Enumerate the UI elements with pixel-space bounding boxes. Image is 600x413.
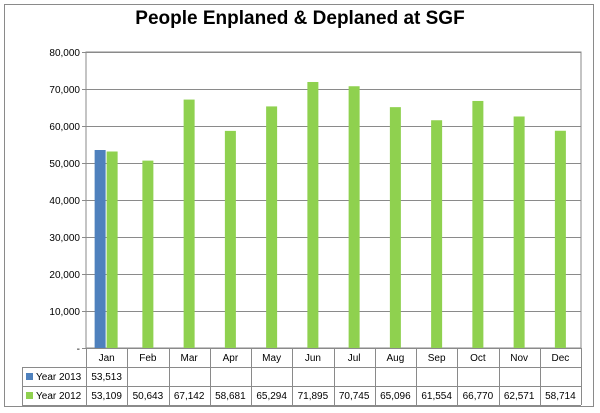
data-table: Jan Feb Mar Apr May Jun Jul Aug Sep Oct Nov Dec Year… bbox=[22, 348, 582, 406]
bar-2012-aug bbox=[389, 107, 401, 348]
table-value: 50,643 bbox=[133, 391, 164, 402]
x-tick-label: Nov bbox=[510, 353, 528, 364]
table-value: 66,770 bbox=[463, 391, 494, 402]
bar-2012-may bbox=[266, 106, 278, 348]
table-value: 53,513 bbox=[91, 372, 122, 383]
y-tick-label: 10,000 bbox=[49, 307, 80, 318]
bar-2012-jul bbox=[348, 86, 360, 348]
chart-title: People Enplaned & Deplaned at SGF bbox=[135, 8, 465, 29]
x-tick-label: Aug bbox=[386, 353, 404, 364]
bar-2012-mar bbox=[183, 99, 195, 348]
table-value: 61,554 bbox=[421, 391, 452, 402]
x-tick-label: Oct bbox=[470, 353, 486, 364]
y-tick-label: 40,000 bbox=[49, 196, 80, 207]
x-tick-label: Mar bbox=[181, 353, 199, 364]
x-tick-label: Sep bbox=[428, 353, 446, 364]
y-axis-labels: - 10,000 20,000 30,000 40,000 50,000 60,000 70,… bbox=[49, 48, 80, 355]
bars bbox=[94, 81, 566, 349]
x-tick-label: Jun bbox=[305, 353, 321, 364]
bar-2012-sep bbox=[431, 120, 443, 348]
table-value: 58,681 bbox=[215, 391, 246, 402]
x-tick-label: Feb bbox=[139, 353, 157, 364]
table-value: 65,294 bbox=[256, 391, 287, 402]
x-tick-label: Apr bbox=[223, 353, 239, 364]
table-value: 71,895 bbox=[298, 391, 329, 402]
bar-2012-oct bbox=[472, 100, 484, 349]
gridlines bbox=[82, 51, 582, 349]
x-tick-label: Jan bbox=[99, 353, 115, 364]
y-tick-label: 30,000 bbox=[49, 233, 80, 244]
bar-2012-nov bbox=[513, 116, 525, 348]
x-tick-label: Jul bbox=[348, 353, 361, 364]
x-tick-label: May bbox=[262, 353, 281, 364]
legend-swatch bbox=[26, 373, 33, 380]
table-value: 65,096 bbox=[380, 391, 411, 402]
y-tick-label: 50,000 bbox=[49, 159, 80, 170]
y-tick-label: 60,000 bbox=[49, 122, 80, 133]
y-tick-label: 80,000 bbox=[49, 48, 80, 59]
table-value: 58,714 bbox=[545, 391, 576, 402]
bar-2012-dec bbox=[554, 130, 566, 348]
legend-label: Year 2012 bbox=[36, 391, 82, 402]
y-tick-label: 20,000 bbox=[49, 270, 80, 281]
table-value: 62,571 bbox=[504, 391, 535, 402]
bar-2012-apr bbox=[224, 130, 236, 348]
legend-label: Year 2013 bbox=[36, 372, 82, 383]
table-value: 70,745 bbox=[339, 391, 370, 402]
bar-2012-jun bbox=[307, 81, 319, 349]
bar-2012-jan bbox=[106, 151, 118, 348]
bar-2012-feb bbox=[142, 160, 154, 348]
table-value: 67,142 bbox=[174, 391, 205, 402]
table-value: 53,109 bbox=[91, 391, 122, 402]
y-tick-label: - bbox=[77, 344, 80, 355]
legend-swatch bbox=[26, 392, 33, 399]
y-tick-label: 70,000 bbox=[49, 85, 80, 96]
bar-2013-jan bbox=[94, 150, 106, 348]
x-tick-label: Dec bbox=[551, 353, 569, 364]
